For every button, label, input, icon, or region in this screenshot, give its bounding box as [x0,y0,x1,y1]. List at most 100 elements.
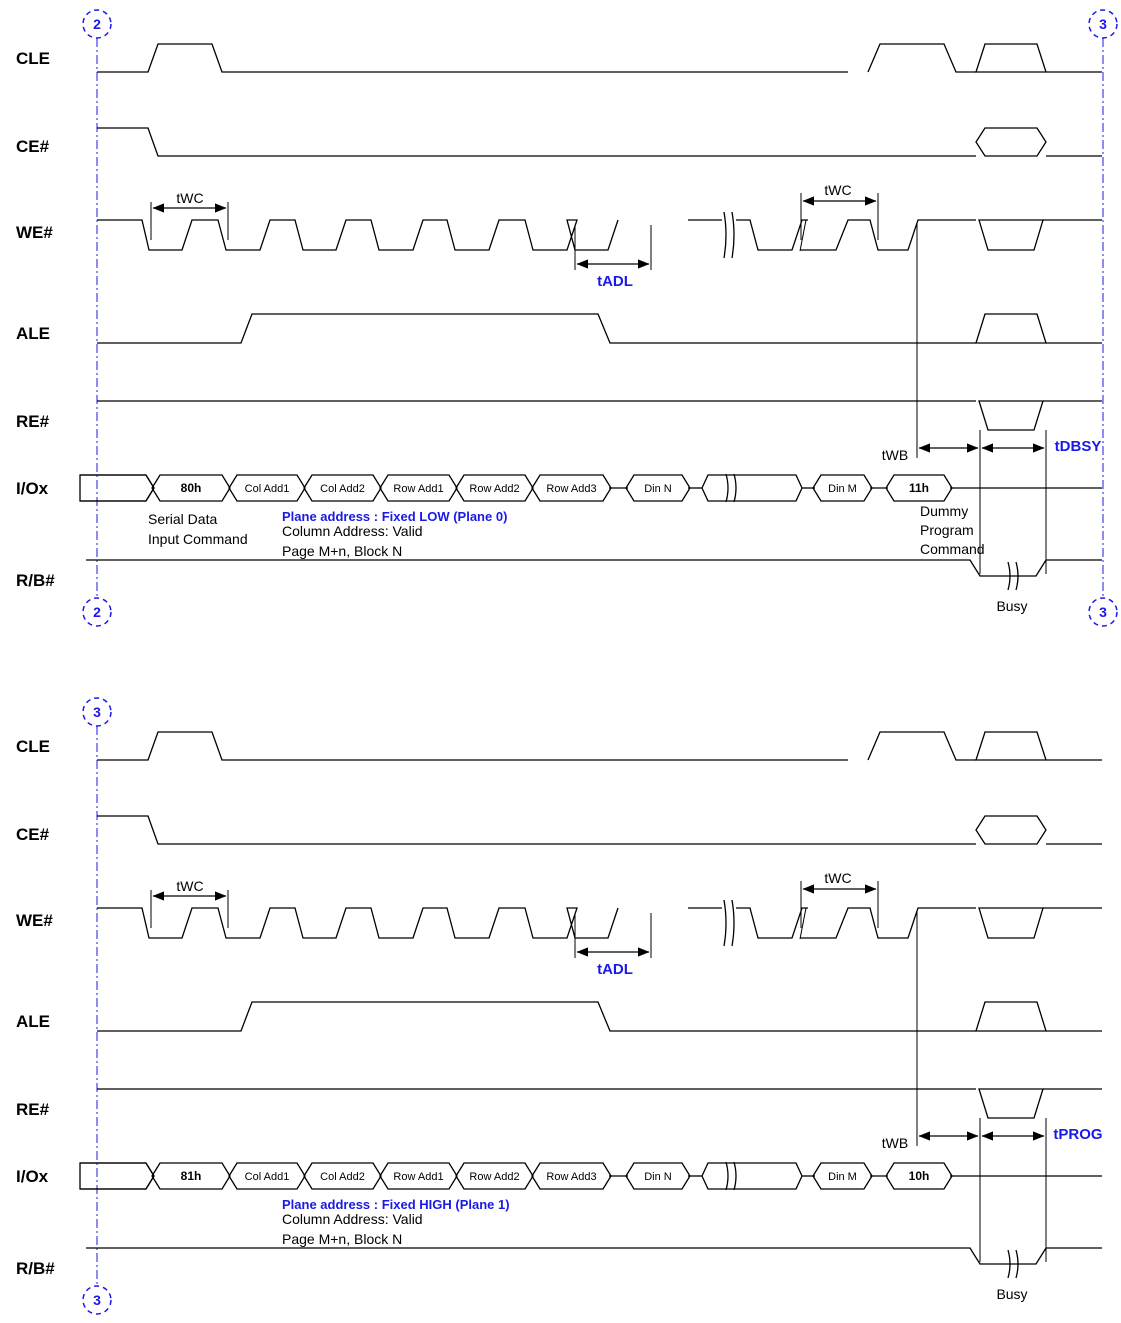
busy-label: Busy [996,598,1027,614]
rb-waveform [86,1247,1102,1265]
signal-label-re: RE# [16,1100,50,1119]
signal-label-cle: CLE [16,737,50,756]
io-cycle-2: Col Add1 [228,1162,306,1190]
twc-label-1: tWC [176,878,203,894]
cycle-outline [379,474,458,502]
rb-waveform [86,559,1102,577]
cycle-outline [151,1162,231,1190]
cycle-outline [455,474,534,502]
we-waveform-end [800,219,976,251]
cle-dont-care [975,43,1047,73]
io-break [725,473,737,503]
connector-bottom-left: 3 [82,1285,112,1315]
we-waveform-gap [736,907,808,939]
signal-label-rb: R/B# [16,571,55,590]
connector-number: 3 [1099,16,1107,32]
twc-label-1: tWC [176,190,203,206]
cycle-label: Row Add2 [469,1171,519,1183]
signal-label-ce: CE# [16,137,50,156]
signal-label-cle: CLE [16,49,50,68]
io-cycle-3: Col Add2 [303,1162,382,1190]
ce-waveform [97,127,976,157]
connector-top-right: 3 [1088,9,1118,39]
connector-circle [82,597,112,627]
cycle-label: 10h [909,1169,930,1183]
cycle-label: Col Add1 [245,1171,290,1183]
io-cycle-9: 11h [885,474,953,502]
io-data-continuation [701,1162,803,1190]
connector-top-left: 3 [82,697,112,727]
io-break [725,1161,737,1191]
cycle-label: 81h [181,1169,202,1183]
re-dont-care [978,1088,1044,1119]
io-cycle-6: Row Add3 [531,1162,612,1190]
end-command-line-3: Command [920,541,985,557]
column-address-note: Column Address: Valid [282,523,423,539]
page-block-note: Page M+n, Block N [282,1231,402,1247]
ce-dont-care [975,127,1047,157]
connector-circle [82,9,112,39]
ce-dont-care [975,815,1047,845]
timing-panel-2: CLE CE# WE# ALE RE# I/Ox R/B# 3 3 tWC tWC tADL tWB tP… [16,697,1103,1315]
cycle-label: 80h [181,481,202,495]
ale-dont-care [975,1001,1047,1032]
signal-label-io: I/Ox [16,479,49,498]
we-waveform-gap [736,219,808,251]
signal-label-ale: ALE [16,324,50,343]
we-edge [799,219,807,252]
io-hatch [79,474,155,502]
page-block-note: Page M+n, Block N [282,543,402,559]
twb-label: tWB [882,1135,908,1151]
cle-waveform [97,43,848,73]
io-cycle-7: Din N [625,474,691,502]
cycle-label: Col Add2 [320,1171,365,1183]
busy-label: Busy [996,1286,1027,1302]
rb-break [1007,561,1019,591]
io-data-continuation [701,474,803,502]
connector-number: 3 [1099,604,1107,620]
signal-label-io: I/Ox [16,1167,49,1186]
end-command-line-1: Dummy [920,503,968,519]
cycle-outline [151,474,231,502]
io-cycle-7: Din N [625,1162,691,1190]
connector-circle [1088,9,1118,39]
we-break [723,211,735,259]
cle-waveform-end [867,731,976,761]
busy-time-label: tPROG [1053,1126,1102,1143]
timing-panel-1: CLE CE# WE# ALE RE# I/Ox R/B# 2 2 3 3 tWC tWC tADL tWB… [16,9,1118,627]
io-hatch-outline [80,474,155,502]
twc-label-2: tWC [824,870,851,886]
connector-top-left: 2 [82,9,112,39]
connector-circle [82,697,112,727]
signal-label-ce: CE# [16,825,50,844]
cycle-label: Din M [828,483,857,495]
io-cycle-4: Row Add1 [379,474,458,502]
cle-waveform [97,731,848,761]
connector-number: 2 [93,16,101,32]
cycle-outline [455,1162,534,1190]
io-dont-care [79,1162,155,1190]
re-dont-care [978,400,1044,431]
rb-break [1007,1249,1019,1279]
signal-label-rb: R/B# [16,1259,55,1278]
ale-waveform [97,313,976,344]
we-waveform [97,907,619,939]
io-cycle-2: Col Add1 [228,474,306,502]
cycle-label: Row Add1 [393,483,443,495]
connector-number: 3 [93,1292,101,1308]
io-cycle-9: 10h [885,1162,953,1190]
io-hatch [79,1162,155,1190]
end-command-line-2: Program [920,522,974,538]
column-address-note: Column Address: Valid [282,1211,423,1227]
cycle-label: Row Add2 [469,483,519,495]
io-hatch-outline [80,1162,155,1190]
cycle-label: Row Add3 [546,483,596,495]
tadl-label: tADL [597,273,633,290]
io-cycle-4: Row Add1 [379,1162,458,1190]
connector-number: 2 [93,604,101,620]
command-note-line-1: Serial Data [148,511,217,527]
connector-bottom-right: 3 [1088,597,1118,627]
signal-label-we: WE# [16,911,53,930]
cycle-label: Din N [644,483,672,495]
